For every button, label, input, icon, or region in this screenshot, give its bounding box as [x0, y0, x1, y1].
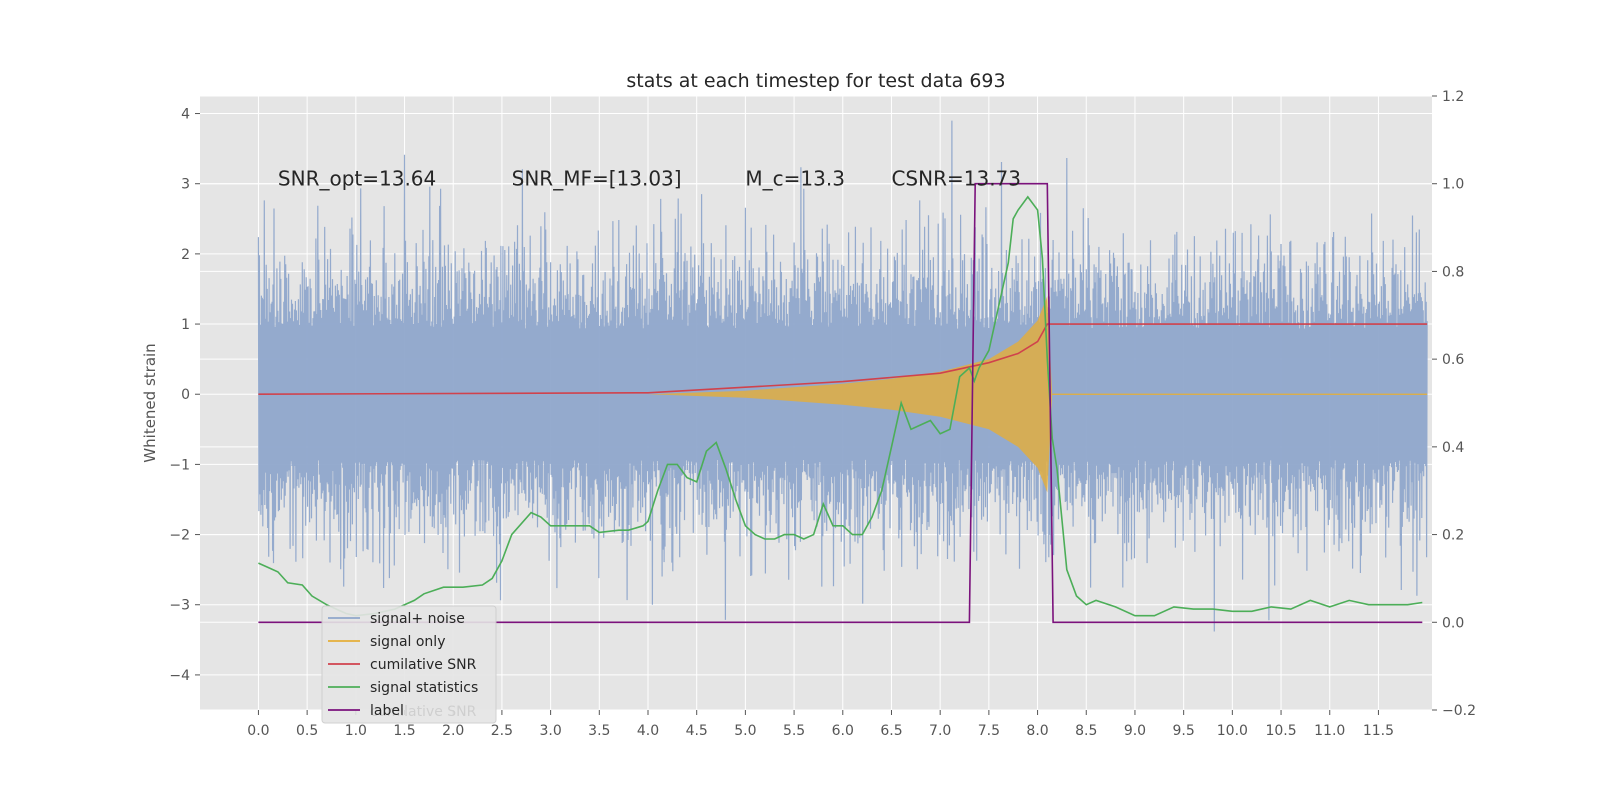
label-line — [258, 182, 1423, 624]
signal-envelope — [648, 296, 1428, 493]
legend-ghost-text: cumilative SNR — [370, 704, 477, 720]
series-label — [258, 182, 1423, 624]
x-tick-label: 11.0 — [1314, 723, 1345, 739]
legend-entry: signal statistics — [370, 680, 478, 696]
y2-tick-label: 0.0 — [1442, 615, 1464, 631]
y2-tick-label: 0.8 — [1442, 264, 1464, 280]
series-signal-noise — [257, 120, 1428, 632]
y-tick-label: 3 — [181, 177, 190, 193]
y-tick-label: 0 — [181, 387, 190, 403]
y-axis-left: 4 3 2 1 0 −1 −2 −3 −4 — [169, 107, 200, 684]
x-tick-label: 0.0 — [247, 723, 269, 739]
x-tick-label: 10.5 — [1265, 723, 1296, 739]
x-tick-label: 4.0 — [637, 723, 659, 739]
x-tick-label: 0.5 — [296, 723, 318, 739]
y-tick-label: 2 — [181, 247, 190, 263]
y2-tick-label: 0.2 — [1442, 528, 1464, 544]
y2-tick-label: −0.2 — [1442, 703, 1476, 719]
x-tick-label: 1.0 — [345, 723, 367, 739]
y-axis-right: 1.2 1.0 0.8 0.6 0.4 0.2 0.0 −0.2 — [1432, 89, 1476, 719]
annotation-text: SNR_MF=[13.03] — [512, 167, 682, 191]
x-tick-label: 8.0 — [1026, 723, 1048, 739]
legend-entry: signal only — [370, 634, 445, 650]
y2-tick-label: 1.2 — [1442, 89, 1464, 105]
y2-tick-label: 0.4 — [1442, 440, 1464, 456]
annotations: SNR_opt=13.64 SNR_MF=[13.03] M_c=13.3 CSNR=… — [278, 167, 1021, 191]
y-axis-label: Whitened strain — [141, 343, 159, 462]
x-tick-label: 6.5 — [880, 723, 902, 739]
legend-entry: label — [370, 703, 404, 719]
y2-tick-label: 0.6 — [1442, 352, 1464, 368]
annotation-text: SNR_opt=13.64 — [278, 167, 436, 191]
y-tick-label: −4 — [169, 668, 190, 684]
annotation-text: CSNR=13.73 — [891, 167, 1021, 191]
x-tick-label: 5.0 — [734, 723, 756, 739]
y-tick-label: −3 — [169, 598, 190, 614]
x-tick-label: 10.0 — [1217, 723, 1248, 739]
y-tick-label: 1 — [181, 317, 190, 333]
x-tick-label: 9.5 — [1173, 723, 1195, 739]
x-tick-label: 11.5 — [1363, 723, 1394, 739]
legend-entry: cumilative SNR — [370, 657, 477, 673]
x-tick-label: 4.5 — [686, 723, 708, 739]
x-tick-label: 9.0 — [1124, 723, 1146, 739]
legend: cumilative SNR signal+ noise signal only cu… — [321, 605, 497, 724]
x-tick-label: 7.5 — [978, 723, 1000, 739]
x-tick-label: 5.5 — [783, 723, 805, 739]
x-tick-label: 7.0 — [929, 723, 951, 739]
y-tick-label: −1 — [169, 457, 190, 473]
annotation-text: M_c=13.3 — [745, 167, 845, 191]
x-axis: 0.0 0.5 1.0 1.5 2.0 2.5 3.0 3.5 4.0 4.5 5.0 5.5 6.0 6… — [247, 710, 1394, 739]
signal-statistics-line — [258, 195, 1423, 617]
x-tick-label: 8.5 — [1075, 723, 1097, 739]
legend-entry: signal+ noise — [370, 611, 465, 627]
x-tick-label: 1.5 — [393, 723, 415, 739]
legend-box — [321, 605, 497, 724]
x-tick-label: 3.0 — [539, 723, 561, 739]
x-tick-label: 2.5 — [491, 723, 513, 739]
y-tick-label: 4 — [181, 107, 190, 123]
x-tick-label: 6.0 — [832, 723, 854, 739]
series-signal-only — [648, 296, 1428, 493]
x-tick-label: 2.0 — [442, 723, 464, 739]
x-tick-label: 3.5 — [588, 723, 610, 739]
series-signal-statistics — [258, 195, 1423, 617]
y-tick-label: −2 — [169, 528, 190, 544]
chart-title: stats at each timestep for test data 693 — [626, 70, 1005, 92]
y2-tick-label: 1.0 — [1442, 177, 1464, 193]
noise-line — [257, 120, 1428, 632]
